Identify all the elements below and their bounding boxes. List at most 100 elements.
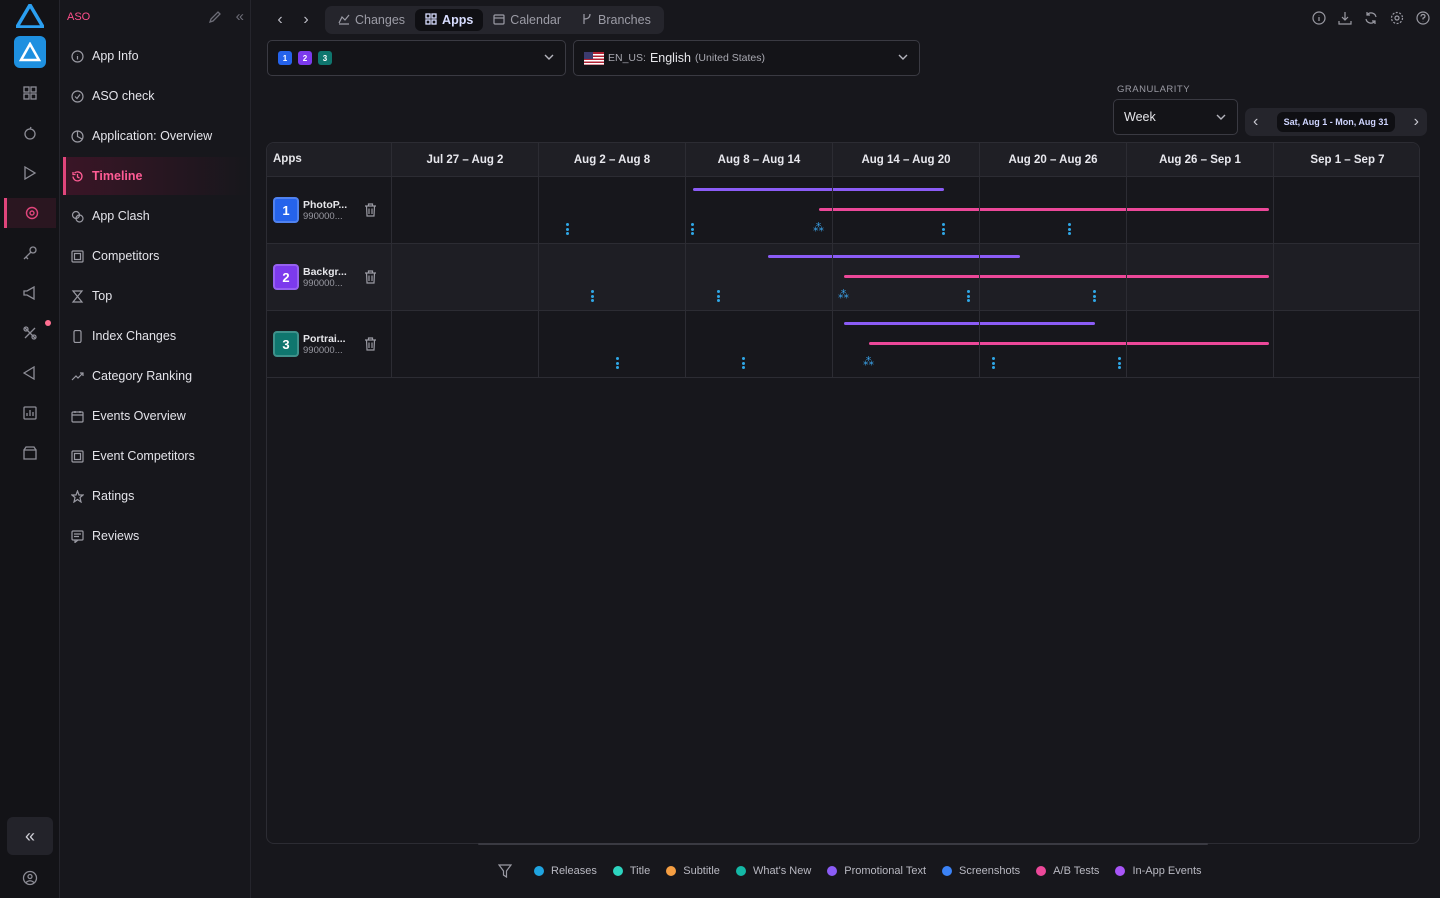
ab-test-bar[interactable] [819,208,1269,211]
edit-icon[interactable] [208,10,222,27]
release-marker[interactable] [1118,357,1121,369]
release-marker[interactable] [1093,290,1096,302]
legend-item-whats-new[interactable]: What's New [735,865,811,877]
release-marker[interactable] [967,290,970,302]
ab-test-bar[interactable] [869,342,1269,345]
release-marker[interactable] [992,357,995,369]
ab-test-bar[interactable] [844,275,1269,278]
sidebar-item-label: Reviews [92,529,140,543]
key-icon[interactable] [12,238,48,268]
tab-changes[interactable]: Changes [328,9,415,31]
sidebar-item-ratings[interactable]: Ratings [63,477,248,515]
analytics-icon[interactable] [12,398,48,428]
promotional-text-bar[interactable] [844,322,1095,325]
help-icon[interactable] [1416,11,1430,28]
legend-item-ab-tests[interactable]: A/B Tests [1036,865,1099,877]
sidebar-item-top[interactable]: Top [63,277,248,315]
grid-divider [979,177,980,377]
legend-swatch [666,866,677,876]
screenshot-marker-icon[interactable]: ⁂ [838,289,849,301]
grid-divider [391,177,392,377]
tab-apps[interactable]: Apps [415,9,484,31]
legend-item-screenshots[interactable]: Screenshots [942,865,1020,877]
campaign-icon[interactable] [12,358,48,388]
sidebar-item-competitors[interactable]: Competitors [63,237,248,275]
sidebar-item-events-overview[interactable]: Events Overview [63,397,248,435]
sidebar-item-label: App Info [92,49,139,63]
sidebar-item-label: Competitors [92,249,160,263]
download-icon[interactable] [1338,11,1352,28]
legend-item-subtitle[interactable]: Subtitle [666,865,720,877]
collapse-sidebar-icon[interactable]: « [235,8,244,25]
legend-swatch [1036,866,1047,876]
sidebar-item-timeline[interactable]: Timeline [63,157,248,195]
back-arrow-icon[interactable]: ‹ [277,11,283,28]
date-range-value[interactable]: Sat, Aug 1 - Mon, Aug 31 [1276,112,1396,132]
app-cell[interactable]: 1 PhotoP... 990000... [273,197,347,223]
app-number-badge: 3 [273,331,299,357]
trash-icon[interactable] [364,270,377,287]
tools-icon[interactable] [12,318,48,348]
prev-range-icon[interactable]: ‹ [1253,113,1259,130]
collapse-rail-button[interactable]: « [7,817,53,855]
app-name: PhotoP... [303,198,348,211]
sidebar-item-app-info[interactable]: App Info [63,37,248,75]
release-marker[interactable] [1068,223,1071,235]
next-range-icon[interactable]: › [1413,113,1419,130]
trash-icon[interactable] [364,203,377,220]
legend-item-in-app-events[interactable]: In-App Events [1115,865,1202,877]
sidebar-item-event-competitors[interactable]: Event Competitors [63,437,248,475]
refresh-icon[interactable] [1364,11,1378,28]
sidebar-item-index-changes[interactable]: Index Changes [63,317,248,355]
promotional-text-bar[interactable] [693,188,944,191]
granularity-dropdown[interactable]: Week [1113,99,1238,135]
aso-eye-icon[interactable] [4,198,56,228]
screenshot-marker-icon[interactable]: ⁂ [813,222,824,234]
top-navigation: ‹ › Changes Apps Calendar Branches [267,6,664,34]
app-avatar-icon[interactable] [14,36,46,68]
tab-calendar[interactable]: Calendar [483,9,571,31]
legend-item-promotional-text[interactable]: Promotional Text [827,865,926,877]
settings-gear-icon[interactable] [1390,11,1404,28]
tab-branches[interactable]: Branches [571,9,661,31]
trash-icon[interactable] [364,337,377,354]
megaphone-icon[interactable] [12,278,48,308]
info-icon[interactable] [1312,11,1326,28]
legend-item-releases[interactable]: Releases [534,865,597,877]
release-marker[interactable] [616,357,619,369]
release-marker[interactable] [742,357,745,369]
filter-icon[interactable] [498,864,512,878]
horizontal-scrollbar[interactable] [478,843,1208,845]
release-marker[interactable] [942,223,945,235]
icon-rail: « [0,0,60,898]
release-marker[interactable] [717,290,720,302]
app-number-badge: 1 [273,197,299,223]
table-row: 3 Portrai... 990000... ⁂ [267,311,1419,378]
app-cell[interactable]: 2 Backgr... 990000... [273,264,347,290]
sidebar-item-aso-check[interactable]: ASO check [63,77,248,115]
sidebar-item-app-clash[interactable]: App Clash [63,197,248,235]
brand-logo-icon[interactable] [13,1,47,31]
play-store-icon[interactable] [12,158,48,188]
screenshot-marker-icon[interactable]: ⁂ [863,356,874,368]
chevron-down-icon [897,51,909,66]
apps-grid-icon[interactable] [12,78,48,108]
sidebar-item-reviews[interactable]: Reviews [63,517,248,555]
release-marker[interactable] [691,223,694,235]
forward-arrow-icon[interactable]: › [303,11,309,28]
sidebar-item-category-ranking[interactable]: Category Ranking [63,357,248,395]
apple-icon[interactable] [12,118,48,148]
app-selector-dropdown[interactable]: 1 2 3 [267,40,566,76]
sidebar-item-application-overview[interactable]: Application: Overview [63,117,248,155]
app-cell[interactable]: 3 Portrai... 990000... [273,331,346,357]
user-account-icon[interactable] [22,870,38,886]
week-column-header: Jul 27 – Aug 2 [391,143,538,177]
app-badge: 3 [318,51,332,65]
sidebar-item-label: Events Overview [92,409,186,423]
legend-item-title[interactable]: Title [612,865,650,877]
locale-dropdown[interactable]: EN_US: English (United States) [573,40,920,76]
release-marker[interactable] [591,290,594,302]
store-icon[interactable] [12,438,48,468]
promotional-text-bar[interactable] [768,255,1020,258]
release-marker[interactable] [566,223,569,235]
